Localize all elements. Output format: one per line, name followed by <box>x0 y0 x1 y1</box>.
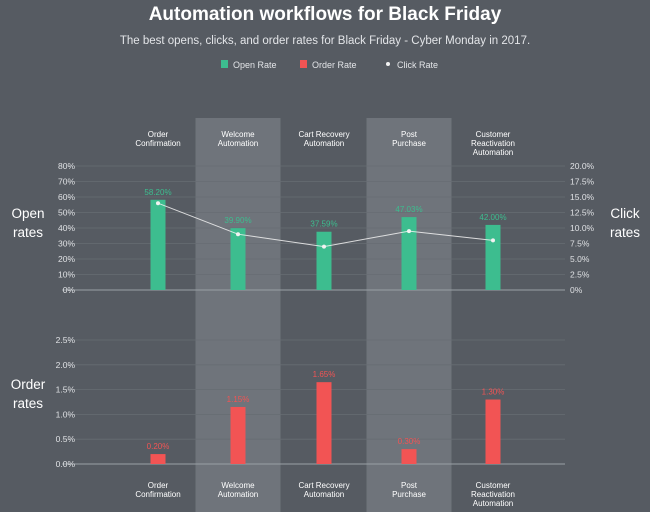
bottom-category-label: Welcome <box>221 481 255 490</box>
order-rate-bar <box>485 399 501 464</box>
gridlines <box>62 165 565 465</box>
order-rate-value-label: 0.30% <box>398 437 421 446</box>
open-rate-bar <box>150 199 166 290</box>
chart-title: Automation workflows for Black Friday <box>149 4 502 25</box>
right-tick-label: 17.5% <box>570 177 595 187</box>
order-rate-value-label: 1.15% <box>227 395 250 404</box>
open-rate-bar <box>316 231 332 290</box>
order-rate-value-label: 1.65% <box>313 370 336 379</box>
open-rate-bar <box>401 217 417 290</box>
bottom-category-label: Confirmation <box>135 490 180 499</box>
chart-subtitle: The best opens, clicks, and order rates … <box>120 35 530 47</box>
top-category-label: Welcome <box>221 130 255 139</box>
right-tick-label: 12.5% <box>570 208 595 218</box>
bottom-tick-label: 2.5% <box>56 335 76 345</box>
order-rate-bar <box>401 449 417 464</box>
legend: Open Rate Order Rate Click Rate <box>221 60 438 70</box>
top-category-label: Customer <box>476 130 511 139</box>
bottom-tick-label: 2.0% <box>56 360 76 370</box>
left-tick-label: 0% <box>63 285 76 295</box>
left-tick-label: 30% <box>58 239 75 249</box>
click-rates-axis-title: Click <box>610 206 639 221</box>
click-rate-point <box>407 229 411 234</box>
open-rate-value-label: 42.00% <box>479 213 506 222</box>
legend-marker-open-rate <box>221 60 228 68</box>
axis-labels: 80% 70% 60% 50% 40% 30% 20% 10% 0% 20.0% 17.5% 15.0… <box>11 161 641 469</box>
bottom-category-label: Automation <box>473 499 513 508</box>
right-tick-label: 0% <box>570 285 583 295</box>
bottom-category-label: Automation <box>304 490 344 499</box>
bottom-category-label: Cart Recovery <box>298 481 349 490</box>
order-rate-bar <box>316 382 332 464</box>
open-rate-value-label: 58.20% <box>144 188 171 197</box>
click-rates-axis-title: rates <box>610 225 640 240</box>
right-tick-label: 2.5% <box>570 270 590 280</box>
open-rates-axis-title: rates <box>13 225 43 240</box>
open-rates-axis-title: Open <box>11 206 44 221</box>
right-tick-label: 5.0% <box>570 254 590 264</box>
legend-label: Click Rate <box>397 60 438 70</box>
order-rate-bar <box>150 454 166 464</box>
order-rate-value-label: 0.20% <box>147 442 170 451</box>
left-tick-label: 20% <box>58 254 75 264</box>
bottom-category-label: Automation <box>218 490 258 499</box>
open-rate-bar <box>485 224 501 290</box>
left-tick-label: 40% <box>58 223 75 233</box>
highlight-bands <box>195 118 452 512</box>
top-category-label: Reactivation <box>471 139 515 148</box>
legend-label: Open Rate <box>233 60 277 70</box>
top-category-label: Cart Recovery <box>298 130 349 139</box>
right-tick-label: 15.0% <box>570 192 595 202</box>
right-tick-label: 7.5% <box>570 239 590 249</box>
legend-marker-click-rate <box>386 62 390 66</box>
open-rate-value-label: 37.59% <box>310 220 337 229</box>
order-rate-value-label: 1.30% <box>482 388 505 397</box>
left-tick-label: 60% <box>58 192 75 202</box>
top-category-label: Automation <box>473 148 513 157</box>
bottom-category-label: Customer <box>476 481 511 490</box>
top-category-label: Automation <box>218 139 258 148</box>
top-category-label: Purchase <box>392 139 426 148</box>
right-tick-label: 20.0% <box>570 161 595 171</box>
left-tick-label: 10% <box>58 270 75 280</box>
top-category-label: Confirmation <box>135 139 180 148</box>
bottom-category-label: Reactivation <box>471 490 515 499</box>
order-rate-bar <box>230 406 246 464</box>
open-rate-bar <box>230 228 246 290</box>
data-marks: 58.20% 39.90% 37.59% 47.03% 42.00% 0.20% 1.15%… <box>144 188 507 464</box>
left-tick-label: 80% <box>58 161 75 171</box>
order-rates-axis-title: rates <box>13 396 43 411</box>
order-rates-axis-title: Order <box>11 377 46 392</box>
click-rate-point <box>491 238 495 243</box>
top-category-label: Post <box>401 130 418 139</box>
legend-label: Order Rate <box>312 60 357 70</box>
bottom-category-label: Purchase <box>392 490 426 499</box>
click-rate-point <box>322 244 326 249</box>
left-tick-label: 70% <box>58 177 75 187</box>
highlight-band-3 <box>366 118 452 512</box>
bottom-tick-label: 0.0% <box>56 459 76 469</box>
bottom-tick-label: 1.5% <box>56 385 76 395</box>
bottom-tick-label: 1.0% <box>56 409 76 419</box>
bottom-category-label: Post <box>401 481 418 490</box>
open-rate-value-label: 47.03% <box>395 205 422 214</box>
bottom-category-label: Order <box>148 481 169 490</box>
top-category-label: Order <box>148 130 169 139</box>
left-tick-label: 50% <box>58 208 75 218</box>
click-rate-point <box>156 201 160 206</box>
legend-marker-order-rate <box>300 60 307 68</box>
top-category-label: Automation <box>304 139 344 148</box>
right-tick-label: 10.0% <box>570 223 595 233</box>
open-rate-value-label: 39.90% <box>224 216 251 225</box>
bottom-tick-label: 0.5% <box>56 434 76 444</box>
click-rate-point <box>236 232 240 237</box>
